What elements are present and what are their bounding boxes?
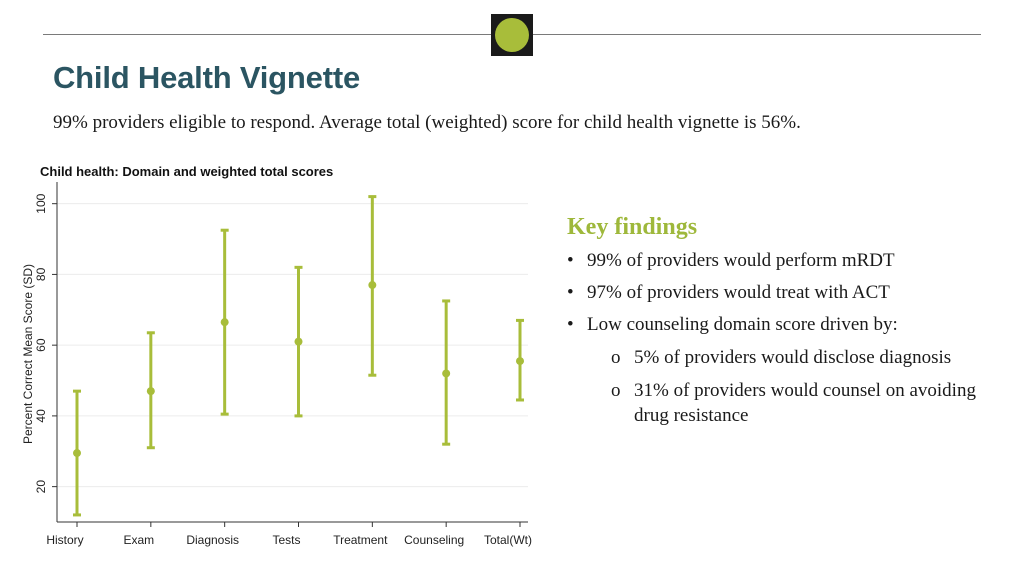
finding-subitem: o 5% of providers would disclose diagnosi… [611,347,952,368]
bullet-icon: • [567,250,574,271]
green-circle-icon [495,18,529,52]
mean-point [442,369,451,378]
sub-bullet-icon: o [611,347,621,368]
chart-container: Child health: Domain and weighted total … [0,160,545,560]
finding-item: • 97% of providers would treat with ACT [567,282,890,303]
x-tick-label: Diagnosis [186,533,239,547]
y-tick-label: 40 [34,409,48,423]
mean-point [220,318,229,327]
y-tick-label: 100 [34,193,48,213]
x-tick-label: Tests [272,533,300,547]
mean-point [368,281,377,290]
x-tick-label: History [46,533,83,547]
x-tick-label: Total(Wt) [484,533,532,547]
finding-subitem: o 31% of providers would counsel on avoid… [611,380,976,426]
findings-list: • 99% of providers would perform mRDT • 97… [567,249,987,428]
bullet-icon: • [567,314,574,335]
mean-point [146,387,155,396]
mean-point [73,449,81,458]
mean-point [294,337,303,346]
mean-point [516,357,524,366]
y-tick-label: 80 [34,267,48,281]
errorbar-chart: Child health: Domain and weighted total … [21,164,532,547]
x-tick-label: Treatment [333,533,388,547]
x-tick-label: Counseling [404,533,464,547]
finding-item: • 99% of providers would perform mRDT [567,250,895,271]
bullet-icon: • [567,282,574,303]
slide-subtitle: 99% providers eligible to respond. Avera… [53,112,801,133]
y-axis-label: Percent Correct Mean Score (SD) [21,264,35,444]
slide-title: Child Health Vignette [53,60,360,95]
sub-bullet-icon: o [611,380,621,401]
finding-item: • Low counseling domain score driven by: [567,314,898,335]
x-tick-label: Exam [123,533,154,547]
y-tick-label: 60 [34,338,48,352]
key-findings-heading: Key findings [567,214,698,240]
key-findings-panel: Key findings • 99% of providers would per… [567,214,987,436]
y-tick-label: 20 [34,480,48,494]
chart-title: Child health: Domain and weighted total … [40,164,333,179]
logo-badge [491,14,533,56]
